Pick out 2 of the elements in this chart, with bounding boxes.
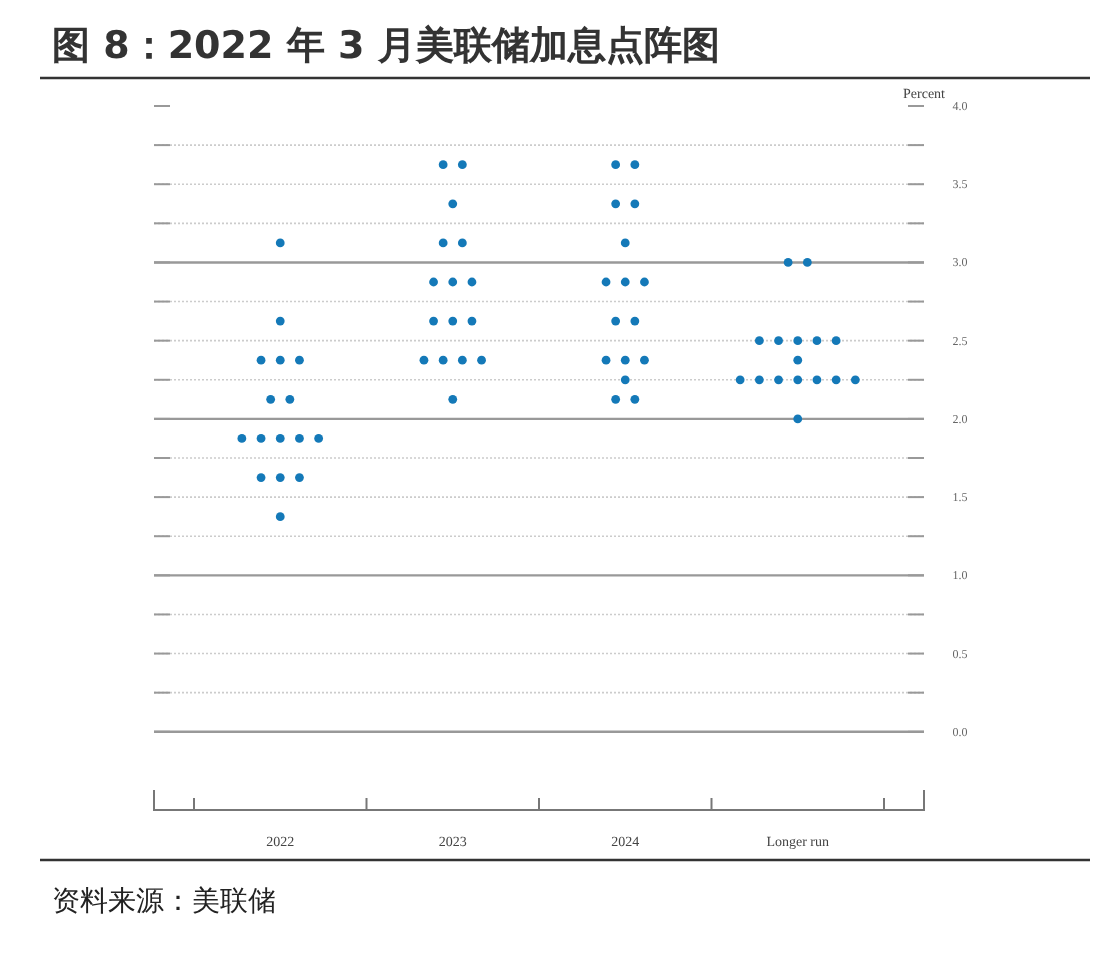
- text: 资料来源：美联储: [52, 886, 276, 918]
- chart-title: 图 8：2022 年 3 月美联储加息点阵图: [52, 24, 720, 68]
